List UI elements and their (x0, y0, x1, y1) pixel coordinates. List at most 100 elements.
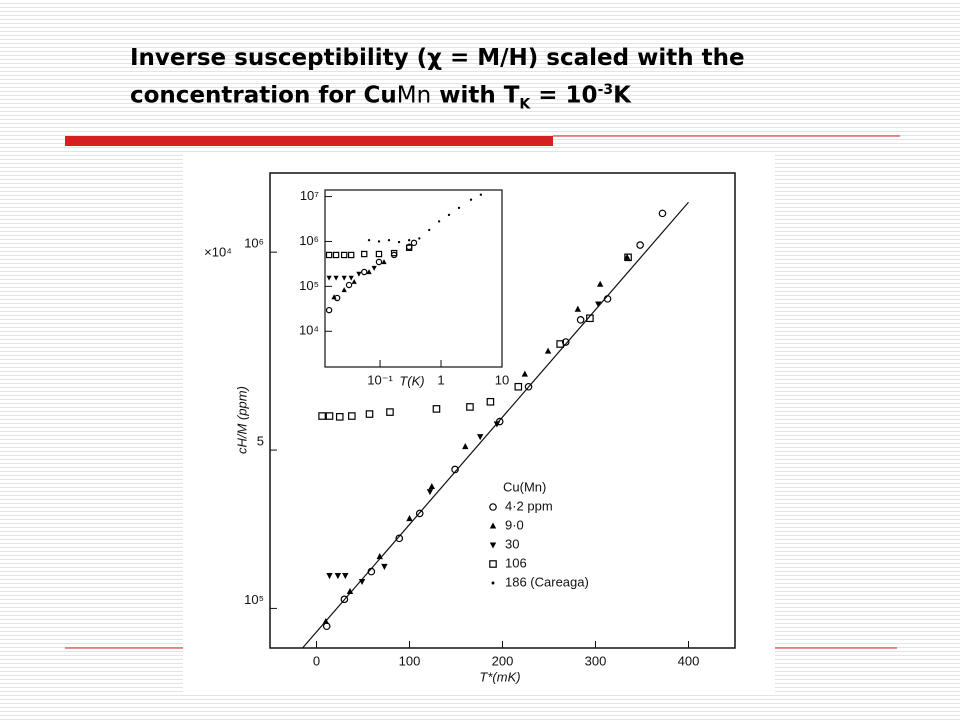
y-tick-label: 10⁷ (300, 188, 319, 203)
data-point (390, 249, 398, 257)
data-point (479, 193, 483, 196)
data-point (447, 213, 451, 217)
legend-label: 186 (Careaga) (505, 574, 589, 589)
data-point (351, 278, 357, 284)
data-point (348, 412, 356, 420)
data-point (371, 265, 377, 271)
data-point (366, 269, 372, 275)
data-point (514, 382, 523, 391)
data-point (469, 198, 473, 201)
data-point (395, 534, 404, 543)
data-point (556, 340, 564, 348)
data-point (375, 258, 383, 266)
data-point (466, 403, 474, 411)
title-part: -3 (597, 82, 614, 98)
legend-marker (489, 542, 497, 549)
data-point (462, 443, 469, 450)
data-point (341, 275, 347, 281)
data-point (428, 482, 436, 490)
inset-frame (324, 189, 503, 368)
title-part: Cu (363, 82, 397, 109)
data-point (586, 314, 594, 323)
data-point (410, 239, 418, 247)
data-point (367, 567, 376, 576)
legend-label: 106 (505, 555, 527, 570)
data-point (340, 251, 348, 259)
data-point (426, 489, 434, 496)
data-point (596, 280, 604, 287)
data-point (574, 305, 582, 312)
data-point (407, 238, 411, 242)
data-point (381, 563, 388, 570)
data-point (348, 275, 354, 281)
title-line: concentration for CuMn with TK = 10-3K (130, 74, 745, 120)
x-tick-label: 0 (313, 653, 320, 668)
data-point (544, 347, 552, 354)
y-tick-label: 5 (257, 434, 264, 449)
axis-multiplier: ×10⁴ (204, 244, 232, 259)
legend-label: 30 (505, 536, 519, 551)
data-point (636, 241, 644, 249)
data-point (326, 573, 333, 580)
x-tick-label: 10⁻¹ (367, 372, 393, 387)
data-point (334, 573, 342, 580)
data-point (361, 268, 368, 276)
data-point (405, 244, 413, 251)
legend-label: 4·2 ppm (505, 498, 553, 513)
data-point (524, 382, 533, 391)
data-point (335, 413, 344, 421)
legend-marker (489, 503, 497, 511)
data-point (358, 578, 366, 586)
data-point (341, 287, 347, 293)
data-point (418, 237, 421, 240)
data-point (451, 465, 459, 474)
data-point (345, 281, 353, 289)
title-line: Inverse susceptibility (χ = M/H) scaled … (130, 45, 745, 71)
data-point (342, 573, 349, 580)
data-point (318, 412, 326, 420)
data-point (658, 209, 667, 218)
data-point (340, 595, 349, 604)
title-part: K (519, 96, 531, 113)
data-point (561, 338, 570, 346)
accent-bar (65, 136, 553, 146)
data-point (325, 306, 333, 314)
x-tick-label: 200 (492, 653, 514, 668)
data-point (381, 259, 387, 265)
data-point (428, 228, 431, 232)
y-tick-label: 10⁶ (244, 236, 264, 251)
data-point (437, 220, 441, 223)
title-part: with T (431, 82, 520, 109)
data-point (595, 301, 602, 308)
data-point (624, 253, 632, 262)
x-tick-label: 1 (437, 372, 444, 387)
title-part: concentration for (130, 82, 364, 109)
y-tick-label: 10⁴ (299, 323, 319, 338)
x-tick-label: 300 (585, 653, 607, 668)
data-point (457, 206, 461, 210)
data-point (322, 617, 329, 625)
fit-line (302, 201, 689, 649)
data-point (367, 238, 371, 242)
data-point (347, 251, 355, 259)
data-point (376, 553, 383, 560)
data-point (576, 316, 585, 324)
data-point (325, 412, 334, 420)
data-point (415, 509, 424, 518)
x-tick-label: 400 (678, 653, 700, 668)
data-point (326, 275, 332, 281)
title-part: K (613, 82, 631, 109)
title-part: Mn (396, 82, 432, 109)
legend-marker (489, 522, 497, 529)
legend-marker (489, 560, 497, 568)
data-point (486, 397, 495, 406)
data-point (397, 240, 401, 244)
data-point (375, 250, 383, 258)
data-point (325, 251, 333, 259)
data-point (361, 250, 368, 258)
data-point (387, 238, 391, 242)
title-part: = 10 (530, 82, 598, 109)
data-point (331, 294, 337, 300)
